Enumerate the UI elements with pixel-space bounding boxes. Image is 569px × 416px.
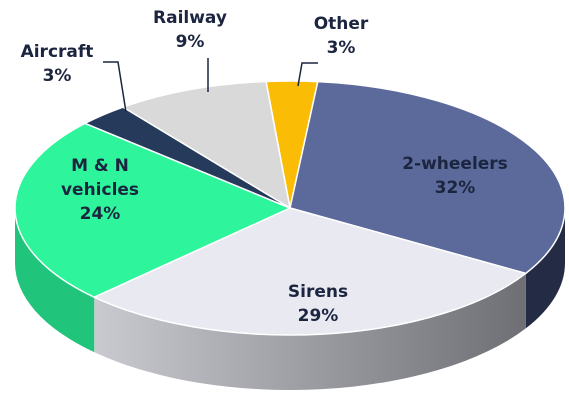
- category-name: M & N vehicles: [60, 156, 140, 200]
- slice-side: [15, 208, 95, 353]
- value-label: 32%: [434, 178, 476, 198]
- slice-label: Other 3%: [296, 12, 386, 60]
- value-label: 3%: [42, 66, 72, 86]
- slice: [121, 80, 292, 210]
- slice-label: Railway 9%: [135, 6, 245, 54]
- slice: [289, 80, 566, 275]
- category-name: Other: [313, 14, 369, 34]
- value-label: 9%: [175, 32, 205, 52]
- value-label: 3%: [326, 38, 356, 58]
- slice-label: 2-wheelers 32%: [375, 152, 535, 200]
- value-label: 29%: [297, 306, 339, 326]
- category-name: Railway: [153, 8, 227, 28]
- slice-label: Sirens 29%: [258, 280, 378, 328]
- value-label: 24%: [79, 204, 121, 224]
- category-name: Aircraft: [20, 42, 94, 62]
- slice-label: Aircraft 3%: [2, 40, 112, 88]
- leader-line: [297, 62, 318, 87]
- slice-side: [94, 273, 526, 390]
- slice-label: M & N vehicles 24%: [50, 154, 150, 226]
- slice-side: [525, 208, 565, 329]
- category-name: 2-wheelers: [402, 154, 508, 174]
- category-name: Sirens: [287, 282, 349, 302]
- slice: [92, 207, 528, 336]
- leader-line: [103, 61, 127, 113]
- slice: [14, 122, 292, 298]
